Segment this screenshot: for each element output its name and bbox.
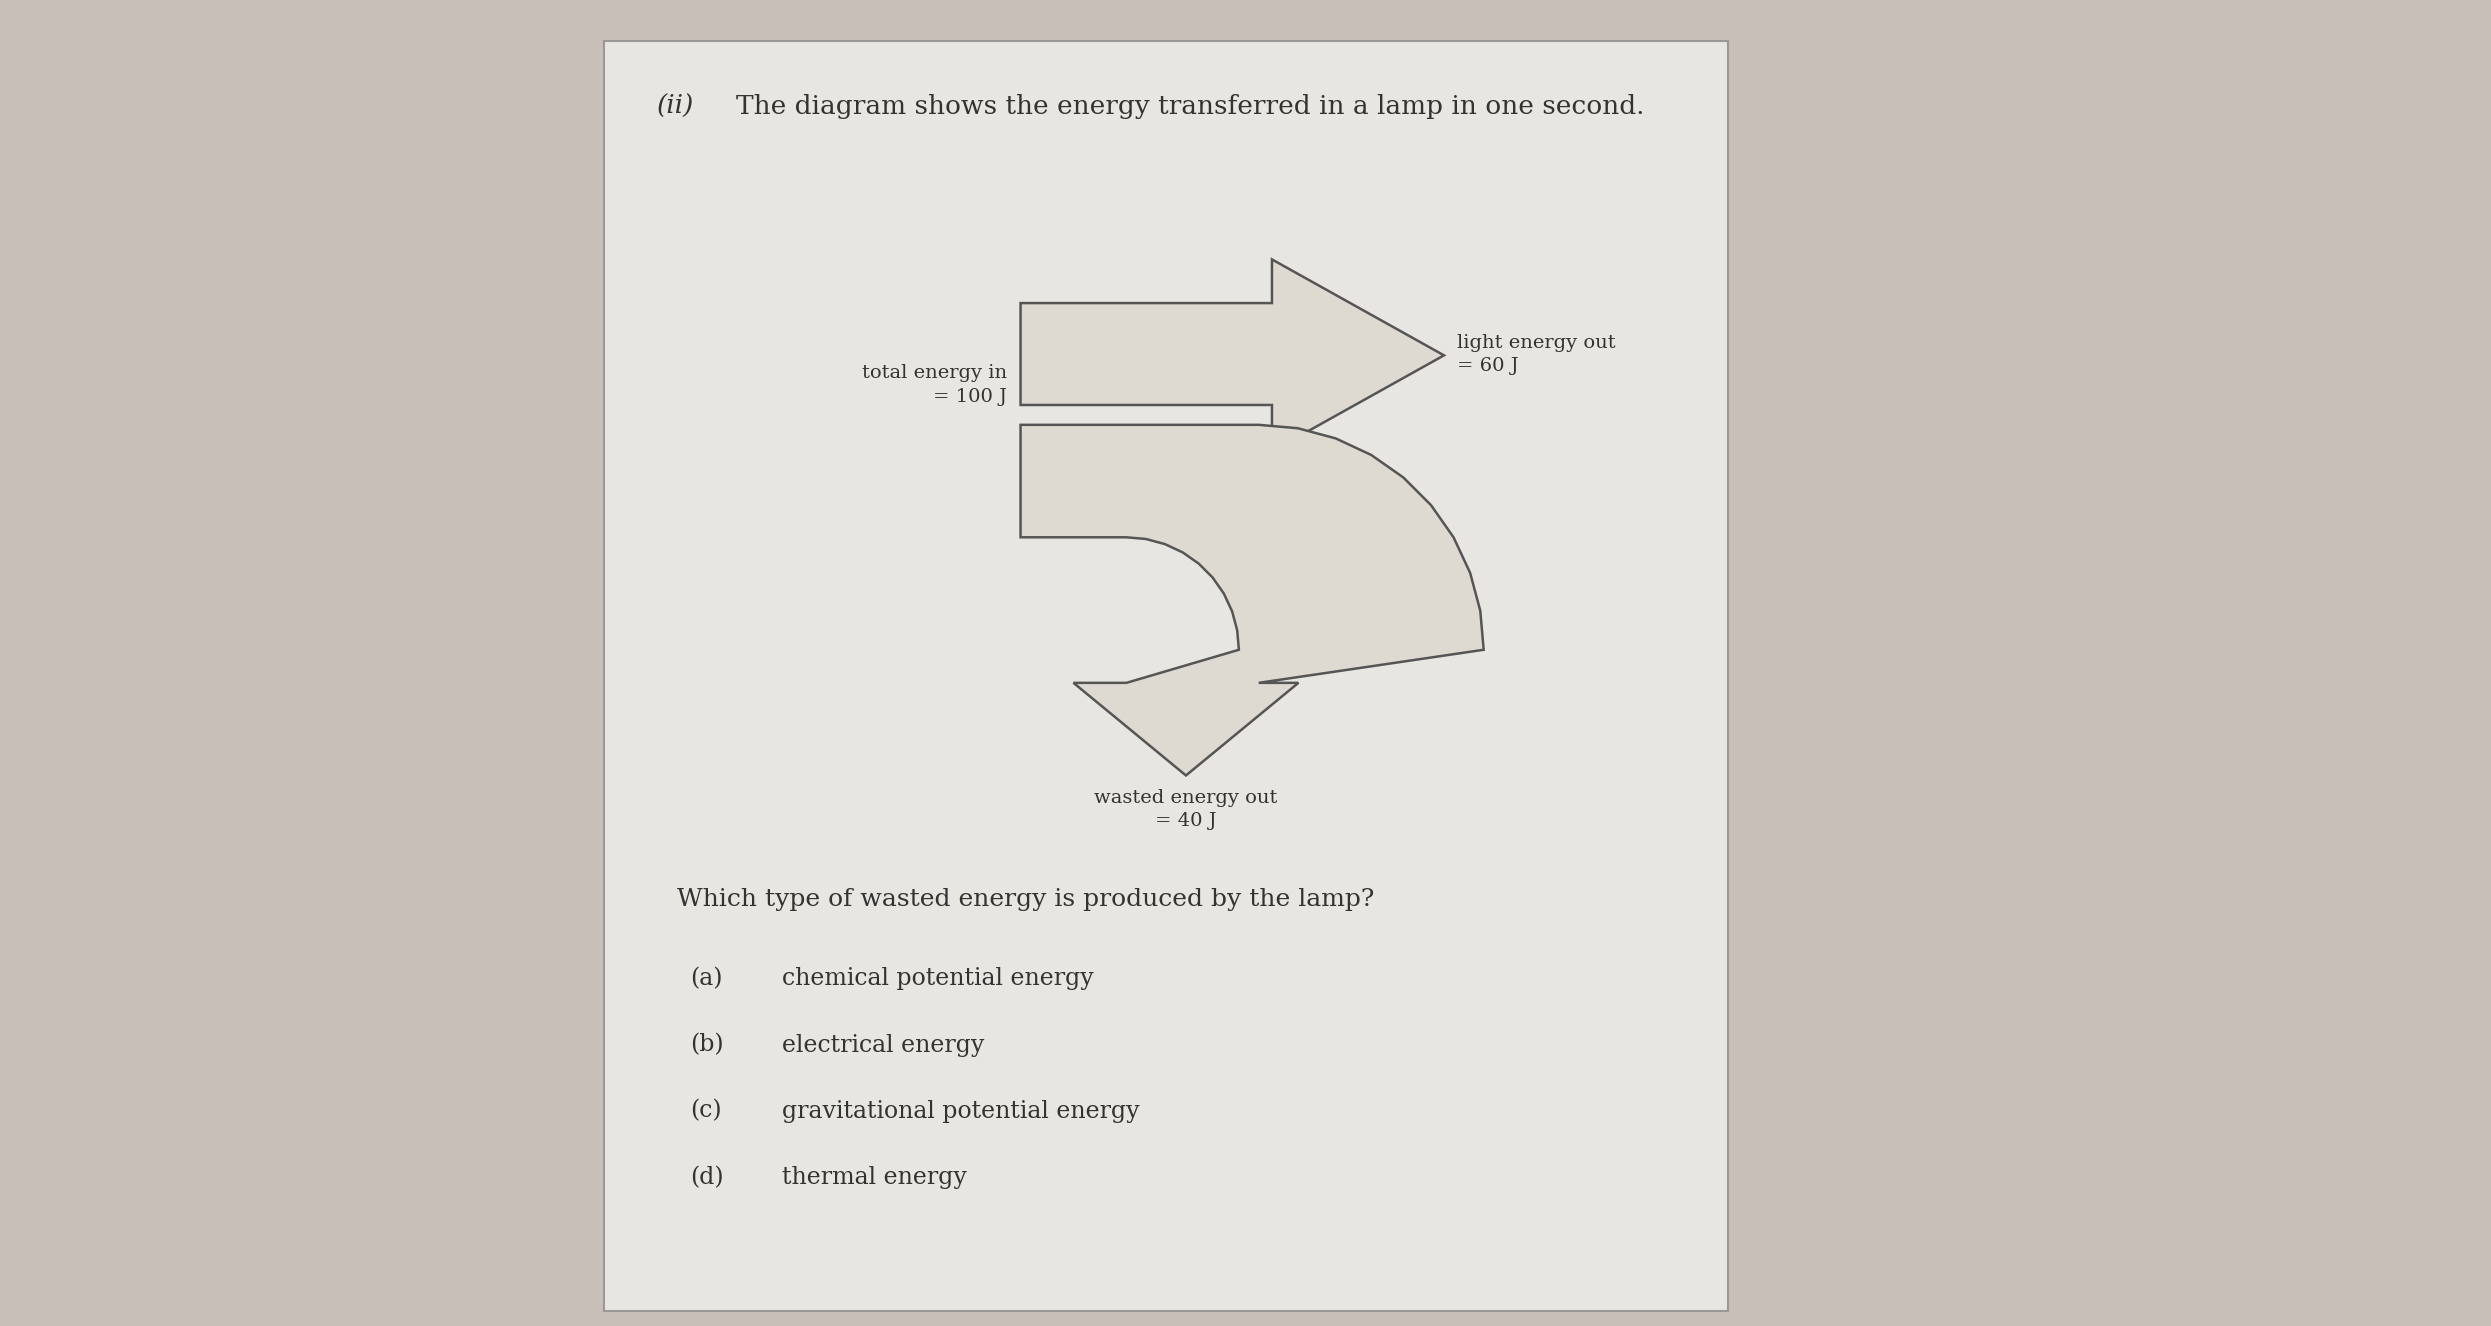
Text: Which type of wasted energy is produced by the lamp?: Which type of wasted energy is produced … xyxy=(678,888,1375,911)
Text: electrical energy: electrical energy xyxy=(782,1033,984,1057)
Text: light energy out
= 60 J: light energy out = 60 J xyxy=(1457,334,1617,375)
Text: (d): (d) xyxy=(690,1166,722,1189)
Polygon shape xyxy=(1021,260,1445,451)
Polygon shape xyxy=(1021,424,1485,776)
Text: chemical potential energy: chemical potential energy xyxy=(782,968,1094,991)
Text: (c): (c) xyxy=(690,1099,722,1123)
Text: (ii): (ii) xyxy=(658,94,695,119)
Text: The diagram shows the energy transferred in a lamp in one second.: The diagram shows the energy transferred… xyxy=(735,94,1644,119)
FancyBboxPatch shape xyxy=(603,41,1729,1311)
Text: (b): (b) xyxy=(690,1033,722,1057)
Text: wasted energy out
= 40 J: wasted energy out = 40 J xyxy=(1094,789,1278,830)
Text: gravitational potential energy: gravitational potential energy xyxy=(782,1099,1141,1123)
Text: (a): (a) xyxy=(690,968,722,991)
Text: thermal energy: thermal energy xyxy=(782,1166,967,1189)
Text: total energy in
= 100 J: total energy in = 100 J xyxy=(862,365,1006,406)
